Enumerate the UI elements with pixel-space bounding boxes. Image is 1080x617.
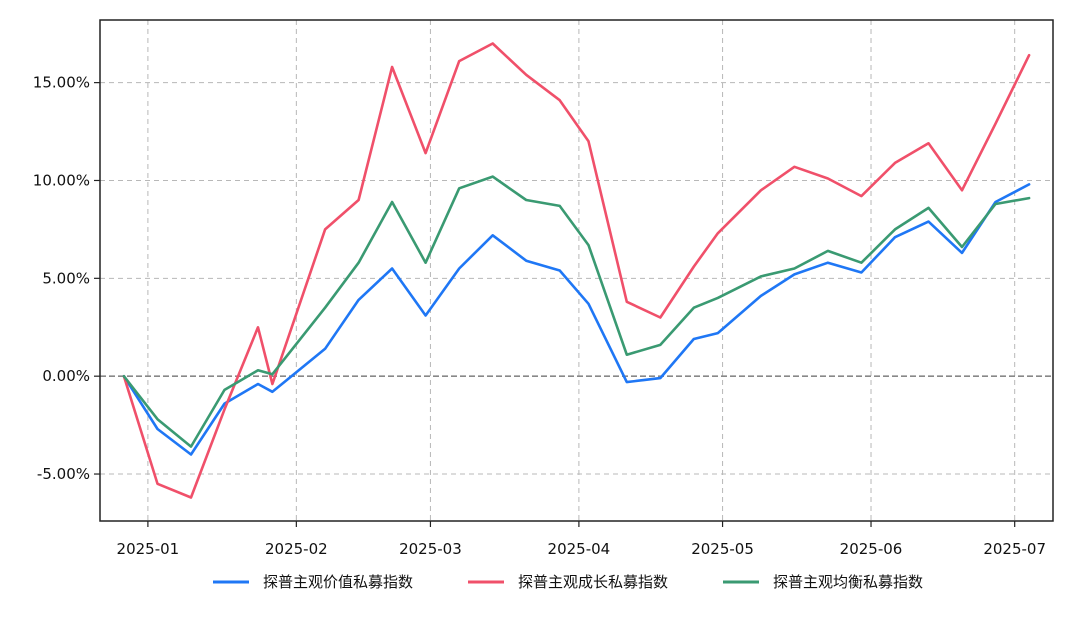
legend-item-2: 探普主观成长私募指数 <box>468 573 668 591</box>
x-tick-label: 2025-01 <box>117 540 180 558</box>
x-tick-label: 2025-07 <box>983 540 1046 558</box>
plot-frame <box>99 19 1054 522</box>
x-tick-label: 2025-06 <box>840 540 903 558</box>
legend-label: 探普主观价值私募指数 <box>263 573 413 591</box>
legend-item-3: 探普主观均衡私募指数 <box>723 573 923 591</box>
x-tick-label: 2025-02 <box>265 540 328 558</box>
series-line-1 <box>122 183 1031 456</box>
y-tick-label: -5.00% <box>37 465 90 483</box>
grid-lines <box>100 20 1053 521</box>
x-axis: 2025-01 2025-02 2025-03 2025-04 2025-05 2025-… <box>117 521 1046 558</box>
x-tick-label: 2025-05 <box>691 540 754 558</box>
series-line-2 <box>122 42 1031 499</box>
y-tick-label: 10.00% <box>33 171 90 189</box>
legend: 探普主观价值私募指数 探普主观成长私募指数 探普主观均衡私募指数 <box>213 573 923 591</box>
legend-label: 探普主观均衡私募指数 <box>773 573 923 591</box>
y-axis: -5.00% 0.00% 5.00% 10.00% 15.00% <box>33 74 100 483</box>
y-tick-label: 15.00% <box>33 74 90 92</box>
series-lines <box>122 42 1031 499</box>
y-tick-label: 0.00% <box>42 367 90 385</box>
x-tick-label: 2025-03 <box>399 540 462 558</box>
x-tick-label: 2025-04 <box>548 540 611 558</box>
legend-label: 探普主观成长私募指数 <box>518 573 668 591</box>
y-tick-label: 5.00% <box>42 269 90 287</box>
legend-item-1: 探普主观价值私募指数 <box>213 573 413 591</box>
series-line-3 <box>122 175 1031 448</box>
